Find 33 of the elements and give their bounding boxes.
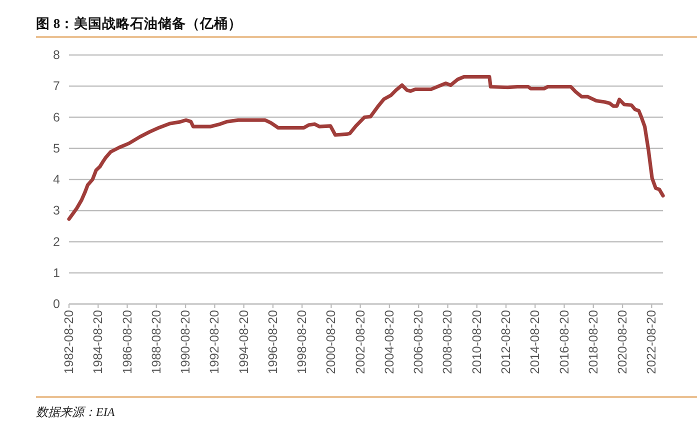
y-tick-label: 2 — [53, 234, 60, 249]
source-note: 数据来源：EIA — [36, 405, 116, 419]
x-tick-label: 2012-08-20 — [498, 310, 513, 374]
x-tick-label: 2008-08-20 — [440, 310, 455, 374]
x-tick-label: 2014-08-20 — [528, 310, 542, 374]
x-tick-label: 2010-08-20 — [470, 310, 484, 374]
x-tick-label: 2004-08-20 — [382, 310, 396, 374]
x-tick-label: 1982-08-20 — [62, 310, 76, 374]
x-tick-label: 2000-08-20 — [324, 310, 338, 374]
line-series — [67, 74, 665, 221]
x-tick-label: 1996-08-20 — [266, 310, 280, 374]
y-tick-label: 1 — [53, 266, 60, 280]
x-tick-label: 2022-08-20 — [644, 310, 659, 374]
y-tick-label: 0 — [53, 297, 60, 311]
y-tick-label: 7 — [53, 79, 60, 94]
x-tick-label: 1998-08-20 — [295, 310, 310, 374]
x-tick-label: 2018-08-20 — [586, 310, 600, 374]
x-tick-label: 2006-08-20 — [412, 310, 426, 374]
y-tick-label: 5 — [53, 141, 60, 156]
y-tick-label: 3 — [53, 204, 60, 218]
x-tick-label: 1984-08-20 — [91, 310, 106, 374]
x-tick-label: 2016-08-20 — [557, 310, 572, 374]
x-tick-label: 1990-08-20 — [178, 310, 193, 374]
x-tick-label: 1986-08-20 — [120, 310, 134, 374]
chart-title: 图 8：美国战略石油储备（亿桶） — [36, 15, 242, 31]
x-tick-label: 1994-08-20 — [236, 310, 251, 374]
y-tick-label: 4 — [53, 172, 60, 186]
x-tick-label: 1992-08-20 — [208, 310, 222, 374]
y-tick-label: 6 — [53, 110, 60, 124]
y-tick-label: 8 — [53, 48, 60, 62]
x-tick-label: 2020-08-20 — [616, 310, 630, 374]
x-tick-label: 1988-08-20 — [149, 310, 164, 374]
x-tick-label: 2002-08-20 — [353, 310, 368, 374]
